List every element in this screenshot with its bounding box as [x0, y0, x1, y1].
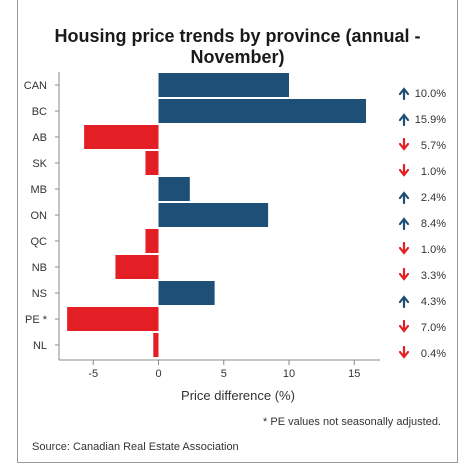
bar [158, 203, 269, 227]
arrow-up-icon [398, 113, 410, 127]
category-label: QC [31, 236, 48, 248]
value-label: 2.4% [421, 192, 446, 204]
x-tick-label: 10 [283, 368, 295, 380]
footnote: * PE values not seasonally adjusted. [263, 416, 441, 428]
arrow-down-icon [398, 163, 410, 177]
value-label: 4.3% [421, 296, 446, 308]
value-label: 7.0% [421, 322, 446, 334]
category-label: NS [32, 288, 47, 300]
arrow-up-icon [398, 295, 410, 309]
bar [115, 255, 159, 279]
category-label: PE * [25, 314, 48, 326]
value-label: 3.3% [421, 270, 446, 282]
x-tick-label: -5 [88, 368, 98, 380]
value-label: 15.9% [415, 114, 446, 126]
arrow-down-icon [398, 241, 410, 255]
x-axis-title: Price difference (%) [181, 388, 295, 403]
category-label: NB [32, 262, 47, 274]
chart-title: Housing price trends by province (annual… [54, 26, 421, 67]
value-label: 8.4% [421, 218, 446, 230]
arrow-down-icon [398, 267, 410, 281]
bar [145, 151, 159, 175]
value-label: 1.0% [421, 244, 446, 256]
bar [158, 177, 190, 201]
bar [145, 229, 159, 253]
arrow-up-icon [398, 217, 410, 231]
category-label: MB [31, 184, 48, 196]
value-label: 10.0% [415, 88, 446, 100]
category-label: SK [32, 158, 47, 170]
bar [158, 73, 289, 97]
category-label: BC [32, 106, 47, 118]
value-label: 0.4% [421, 348, 446, 360]
bar [153, 333, 159, 357]
value-label: 5.7% [421, 140, 446, 152]
arrow-down-icon [398, 345, 410, 359]
x-tick-label: 15 [348, 368, 360, 380]
bar [158, 281, 215, 305]
source-note: Source: Canadian Real Estate Association [32, 441, 239, 453]
bar [67, 307, 159, 331]
category-label: CAN [24, 80, 47, 92]
category-label: NL [33, 340, 47, 352]
arrow-down-icon [398, 319, 410, 333]
arrow-up-icon [398, 191, 410, 205]
category-label: ON [31, 210, 48, 222]
x-tick-label: 0 [155, 368, 161, 380]
value-label: 1.0% [421, 166, 446, 178]
arrow-up-icon [398, 87, 410, 101]
category-label: AB [32, 132, 47, 144]
x-tick-label: 5 [221, 368, 227, 380]
bar [84, 125, 159, 149]
bar [158, 99, 366, 123]
arrow-down-icon [398, 137, 410, 151]
